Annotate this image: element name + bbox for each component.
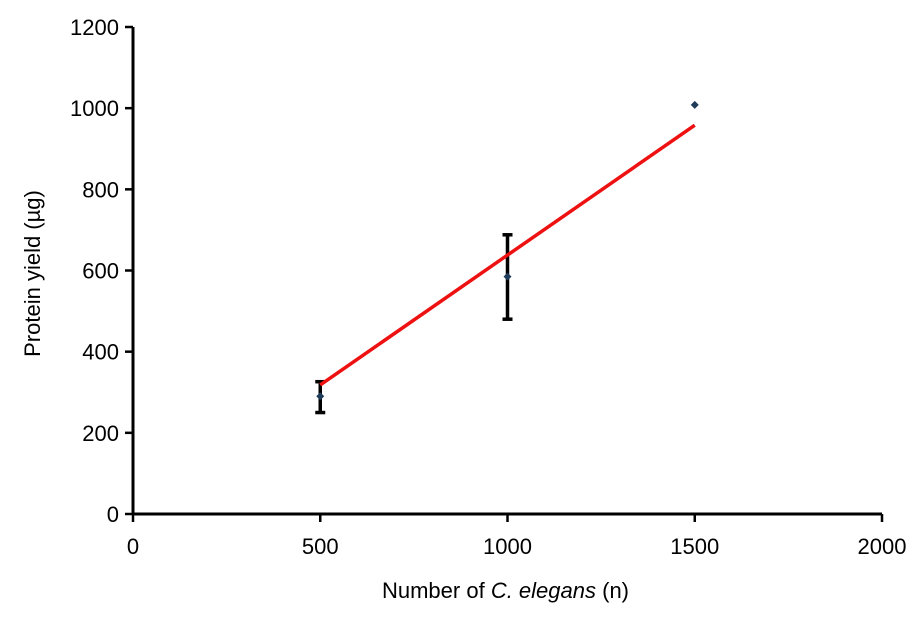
x-tick-label: 2000 xyxy=(858,534,907,559)
y-tick-label: 1200 xyxy=(70,15,119,40)
x-axis-title-suffix: (n) xyxy=(596,578,629,603)
error-bars xyxy=(315,233,513,415)
y-tick-label: 0 xyxy=(107,502,119,527)
data-point xyxy=(316,392,325,401)
x-tick-label: 500 xyxy=(302,534,339,559)
tick-labels: 0 200 400 600 800 1000 1200 0 500 1000 1500 2000 xyxy=(70,15,906,559)
x-axis-title-prefix: Number of xyxy=(382,578,491,603)
y-tick-label: 200 xyxy=(82,421,119,446)
y-tick-label: 1000 xyxy=(70,96,119,121)
x-axis-title: Number of C. elegans (n) xyxy=(382,578,629,603)
x-tick-label: 0 xyxy=(127,534,139,559)
data-point xyxy=(690,100,699,109)
x-tick-label: 1000 xyxy=(483,534,532,559)
y-tick-label: 400 xyxy=(82,340,119,365)
y-axis-title: Protein yield (µg) xyxy=(20,190,45,357)
trendline xyxy=(319,123,696,387)
x-axis-title-species: C. elegans xyxy=(491,578,596,603)
y-tick-label: 800 xyxy=(82,177,119,202)
data-point xyxy=(503,272,512,281)
y-tick-label: 600 xyxy=(82,259,119,284)
data-points xyxy=(316,100,699,401)
x-tick-label: 1500 xyxy=(670,534,719,559)
ticks xyxy=(125,25,884,522)
